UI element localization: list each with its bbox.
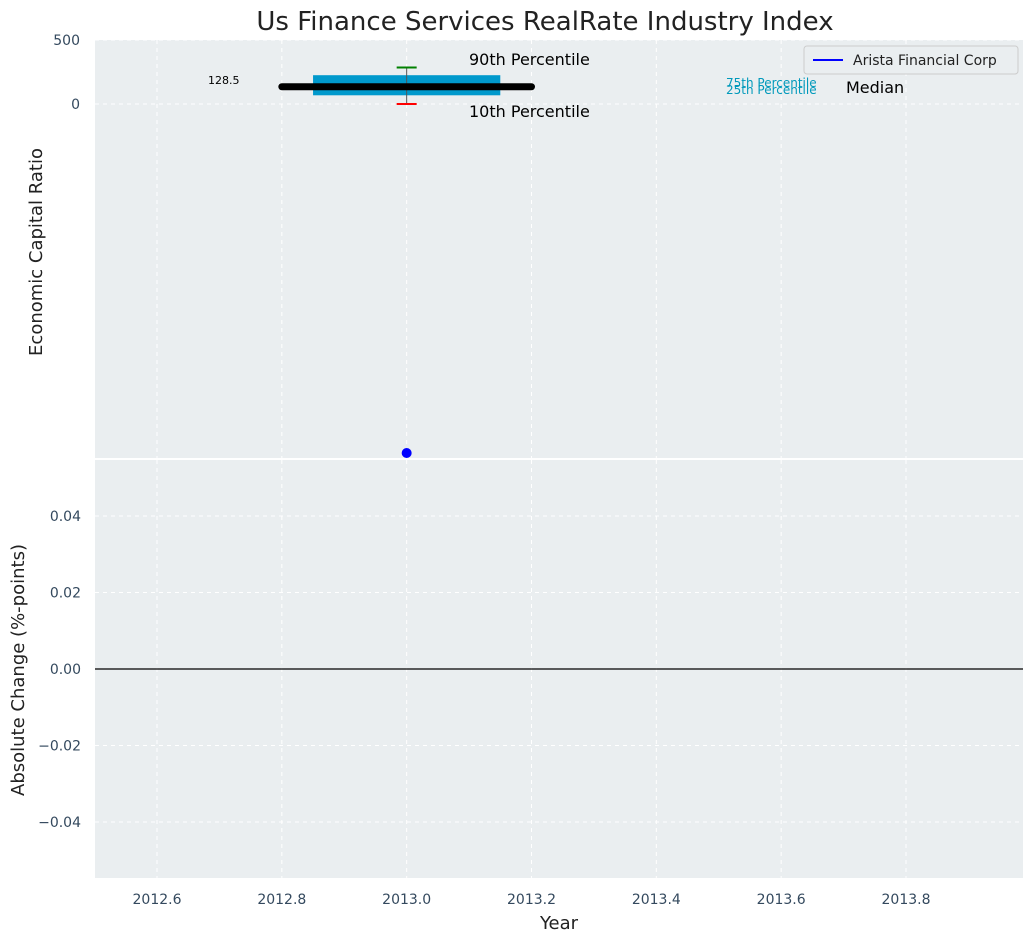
top-y-tick-label-1: 0: [71, 97, 80, 113]
top-panel-background: [95, 40, 1023, 458]
legend: Arista Financial Corp: [803, 45, 1019, 75]
top-y-ticks: 500 0: [53, 33, 80, 113]
x-tick-label-0: 2012.6: [133, 892, 182, 908]
x-ticks: 2012.6 2012.8 2013.0 2013.2 2013.4 2013.6 2013…: [133, 892, 931, 908]
legend-label-arista: Arista Financial Corp: [853, 53, 997, 69]
data-overlay: [401, 448, 412, 458]
bottom-panel: 0.04 0.02 0.00 −0.02 −0.04 Absolute Change (…: [8, 460, 1023, 878]
bottom-y-axis-label: Absolute Change (%-points): [8, 544, 29, 796]
annotation-p75: 75th Percentile: [726, 76, 817, 90]
legend-box: [803, 45, 1019, 75]
bottom-y-tick-label-0: 0.04: [50, 509, 81, 525]
annotation-median: Median: [846, 78, 904, 97]
x-axis-label: Year: [539, 913, 579, 934]
x-tick-label-5: 2013.6: [757, 892, 806, 908]
annotation-p90: 90th Percentile: [469, 50, 590, 69]
bottom-y-tick-label-1: 0.02: [50, 586, 81, 602]
x-tick-label-3: 2013.2: [507, 892, 556, 908]
bottom-y-ticks: 0.04 0.02 0.00 −0.02 −0.04: [38, 509, 81, 831]
annotation-p10: 10th Percentile: [469, 102, 590, 121]
box-value-label: 128.5: [208, 74, 240, 87]
data-point-arista: [401, 448, 412, 458]
bottom-y-tick-label-2: 0.00: [50, 662, 81, 678]
box-plot: [278, 66, 535, 105]
x-tick-label-2: 2013.0: [382, 892, 431, 908]
annotation-p25: 25th Percentile: [726, 83, 817, 97]
top-panel: 500 0 Economic Capital Ratio 90th Percent…: [26, 33, 1023, 458]
top-y-axis-label: Economic Capital Ratio: [26, 148, 47, 356]
chart-title: Us Finance Services RealRate Industry In…: [256, 7, 833, 37]
top-grid: [95, 39, 1023, 458]
x-tick-label-1: 2012.8: [257, 892, 306, 908]
top-y-tick-label-0: 500: [53, 33, 80, 49]
bottom-y-tick-label-4: −0.04: [38, 815, 81, 831]
x-tick-label-4: 2013.4: [632, 892, 681, 908]
x-tick-label-6: 2013.8: [882, 892, 931, 908]
bottom-y-tick-label-3: −0.02: [38, 739, 81, 755]
